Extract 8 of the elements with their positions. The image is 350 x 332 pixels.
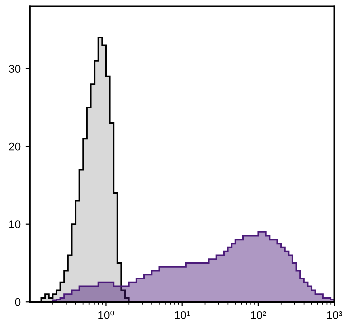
y-tick-label: 10 <box>10 220 21 228</box>
x-tick-label: 10¹ <box>175 311 190 320</box>
x-tick-label: 10² <box>251 311 266 320</box>
y-tick-label: 0 <box>15 298 21 306</box>
x-tick-label: 10³ <box>327 311 342 320</box>
y-tick-label: 20 <box>9 142 21 151</box>
y-tick-label: 30 <box>9 65 21 73</box>
x-tick-label: 10⁰ <box>98 310 114 320</box>
